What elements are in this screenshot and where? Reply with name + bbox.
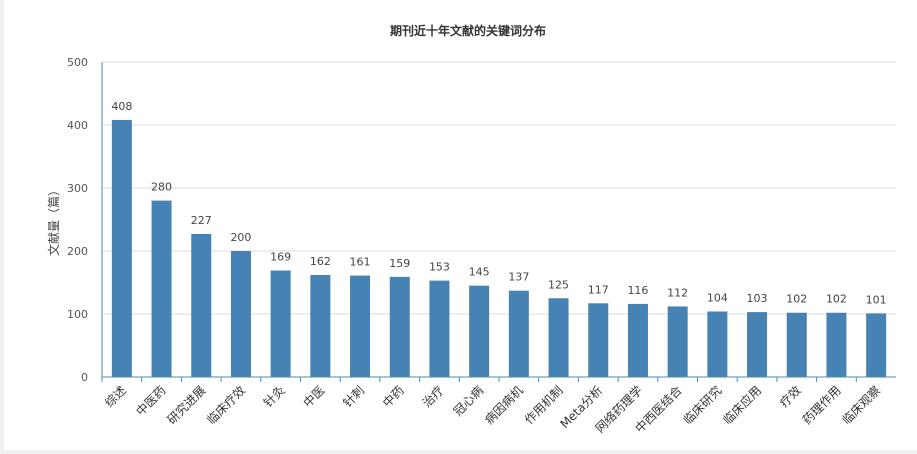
x-tick-label: 临床疗效	[204, 383, 249, 428]
bar	[588, 303, 609, 377]
data-label: 102	[826, 293, 847, 306]
data-label: 104	[707, 291, 728, 304]
bar	[310, 274, 331, 377]
y-tick-label: 200	[67, 245, 88, 258]
x-tick-label: 研究进展	[164, 383, 209, 428]
bar	[508, 290, 529, 377]
bar	[389, 276, 410, 377]
bar	[707, 311, 728, 377]
bar	[786, 312, 807, 377]
data-label: 137	[508, 271, 529, 284]
data-label: 145	[469, 266, 490, 279]
data-label: 227	[191, 214, 212, 227]
data-label: 116	[627, 284, 648, 297]
bar	[627, 303, 648, 377]
data-label: 103	[747, 292, 768, 305]
bar	[548, 298, 569, 377]
bar	[230, 251, 251, 377]
data-label: 102	[786, 293, 807, 306]
data-label: 280	[151, 181, 172, 194]
bar	[429, 280, 450, 377]
data-label: 161	[350, 256, 371, 269]
axes	[101, 62, 896, 378]
bottom-border	[0, 450, 917, 454]
data-label: 117	[588, 283, 609, 296]
data-labels: 408 280 227 200 169 162 161 159 153 145 137 125 117 1…	[111, 100, 886, 306]
data-label: 112	[667, 286, 688, 299]
gridlines	[102, 61, 896, 315]
data-label: 101	[866, 293, 887, 306]
bar	[111, 119, 132, 378]
y-axis-ticks: 0 100 200 300 400 500	[67, 56, 88, 384]
x-tick-label: 冠心病	[450, 383, 486, 419]
x-tick-label: 药理作用	[800, 383, 844, 427]
x-tick-label: 中药	[379, 383, 407, 411]
data-label: 159	[389, 257, 410, 270]
bars	[111, 119, 887, 378]
bar	[151, 200, 172, 377]
bar	[747, 312, 768, 377]
x-tick-label: 临床观察	[839, 383, 883, 427]
y-axis-label: 文献量（篇）	[46, 184, 61, 256]
x-tick-label: 针刺	[340, 383, 368, 411]
data-label: 162	[310, 255, 331, 268]
data-label: 200	[230, 231, 251, 244]
y-tick-label: 100	[67, 308, 88, 321]
x-tick-label: 中医药	[133, 383, 169, 419]
bar	[826, 312, 847, 377]
bar	[866, 313, 887, 377]
x-tick-label: 治疗	[420, 383, 447, 410]
x-tick-label: 临床应用	[720, 383, 765, 428]
x-tick-label: 临床研究	[680, 383, 725, 428]
y-tick-label: 300	[67, 182, 88, 195]
data-label: 125	[548, 278, 569, 291]
y-tick-label: 0	[81, 371, 88, 384]
x-tick-label: 中医	[300, 383, 328, 411]
chart-title: 期刊近十年文献的关键词分布	[390, 23, 546, 38]
x-tick-label: 针灸	[260, 383, 288, 411]
y-tick-label: 400	[67, 119, 88, 132]
y-tick-label: 500	[67, 56, 88, 69]
bar	[270, 270, 291, 377]
data-label: 153	[429, 261, 450, 274]
data-label: 169	[270, 251, 291, 264]
bar	[191, 233, 212, 377]
x-tick-label: 病因病机	[481, 383, 526, 428]
bar	[469, 285, 490, 377]
left-border	[0, 0, 4, 454]
data-label: 408	[111, 100, 132, 113]
x-tick-label: 综述	[102, 383, 129, 410]
bar	[350, 275, 371, 377]
bar	[667, 306, 688, 377]
x-tick-label: 疗效	[776, 383, 804, 411]
